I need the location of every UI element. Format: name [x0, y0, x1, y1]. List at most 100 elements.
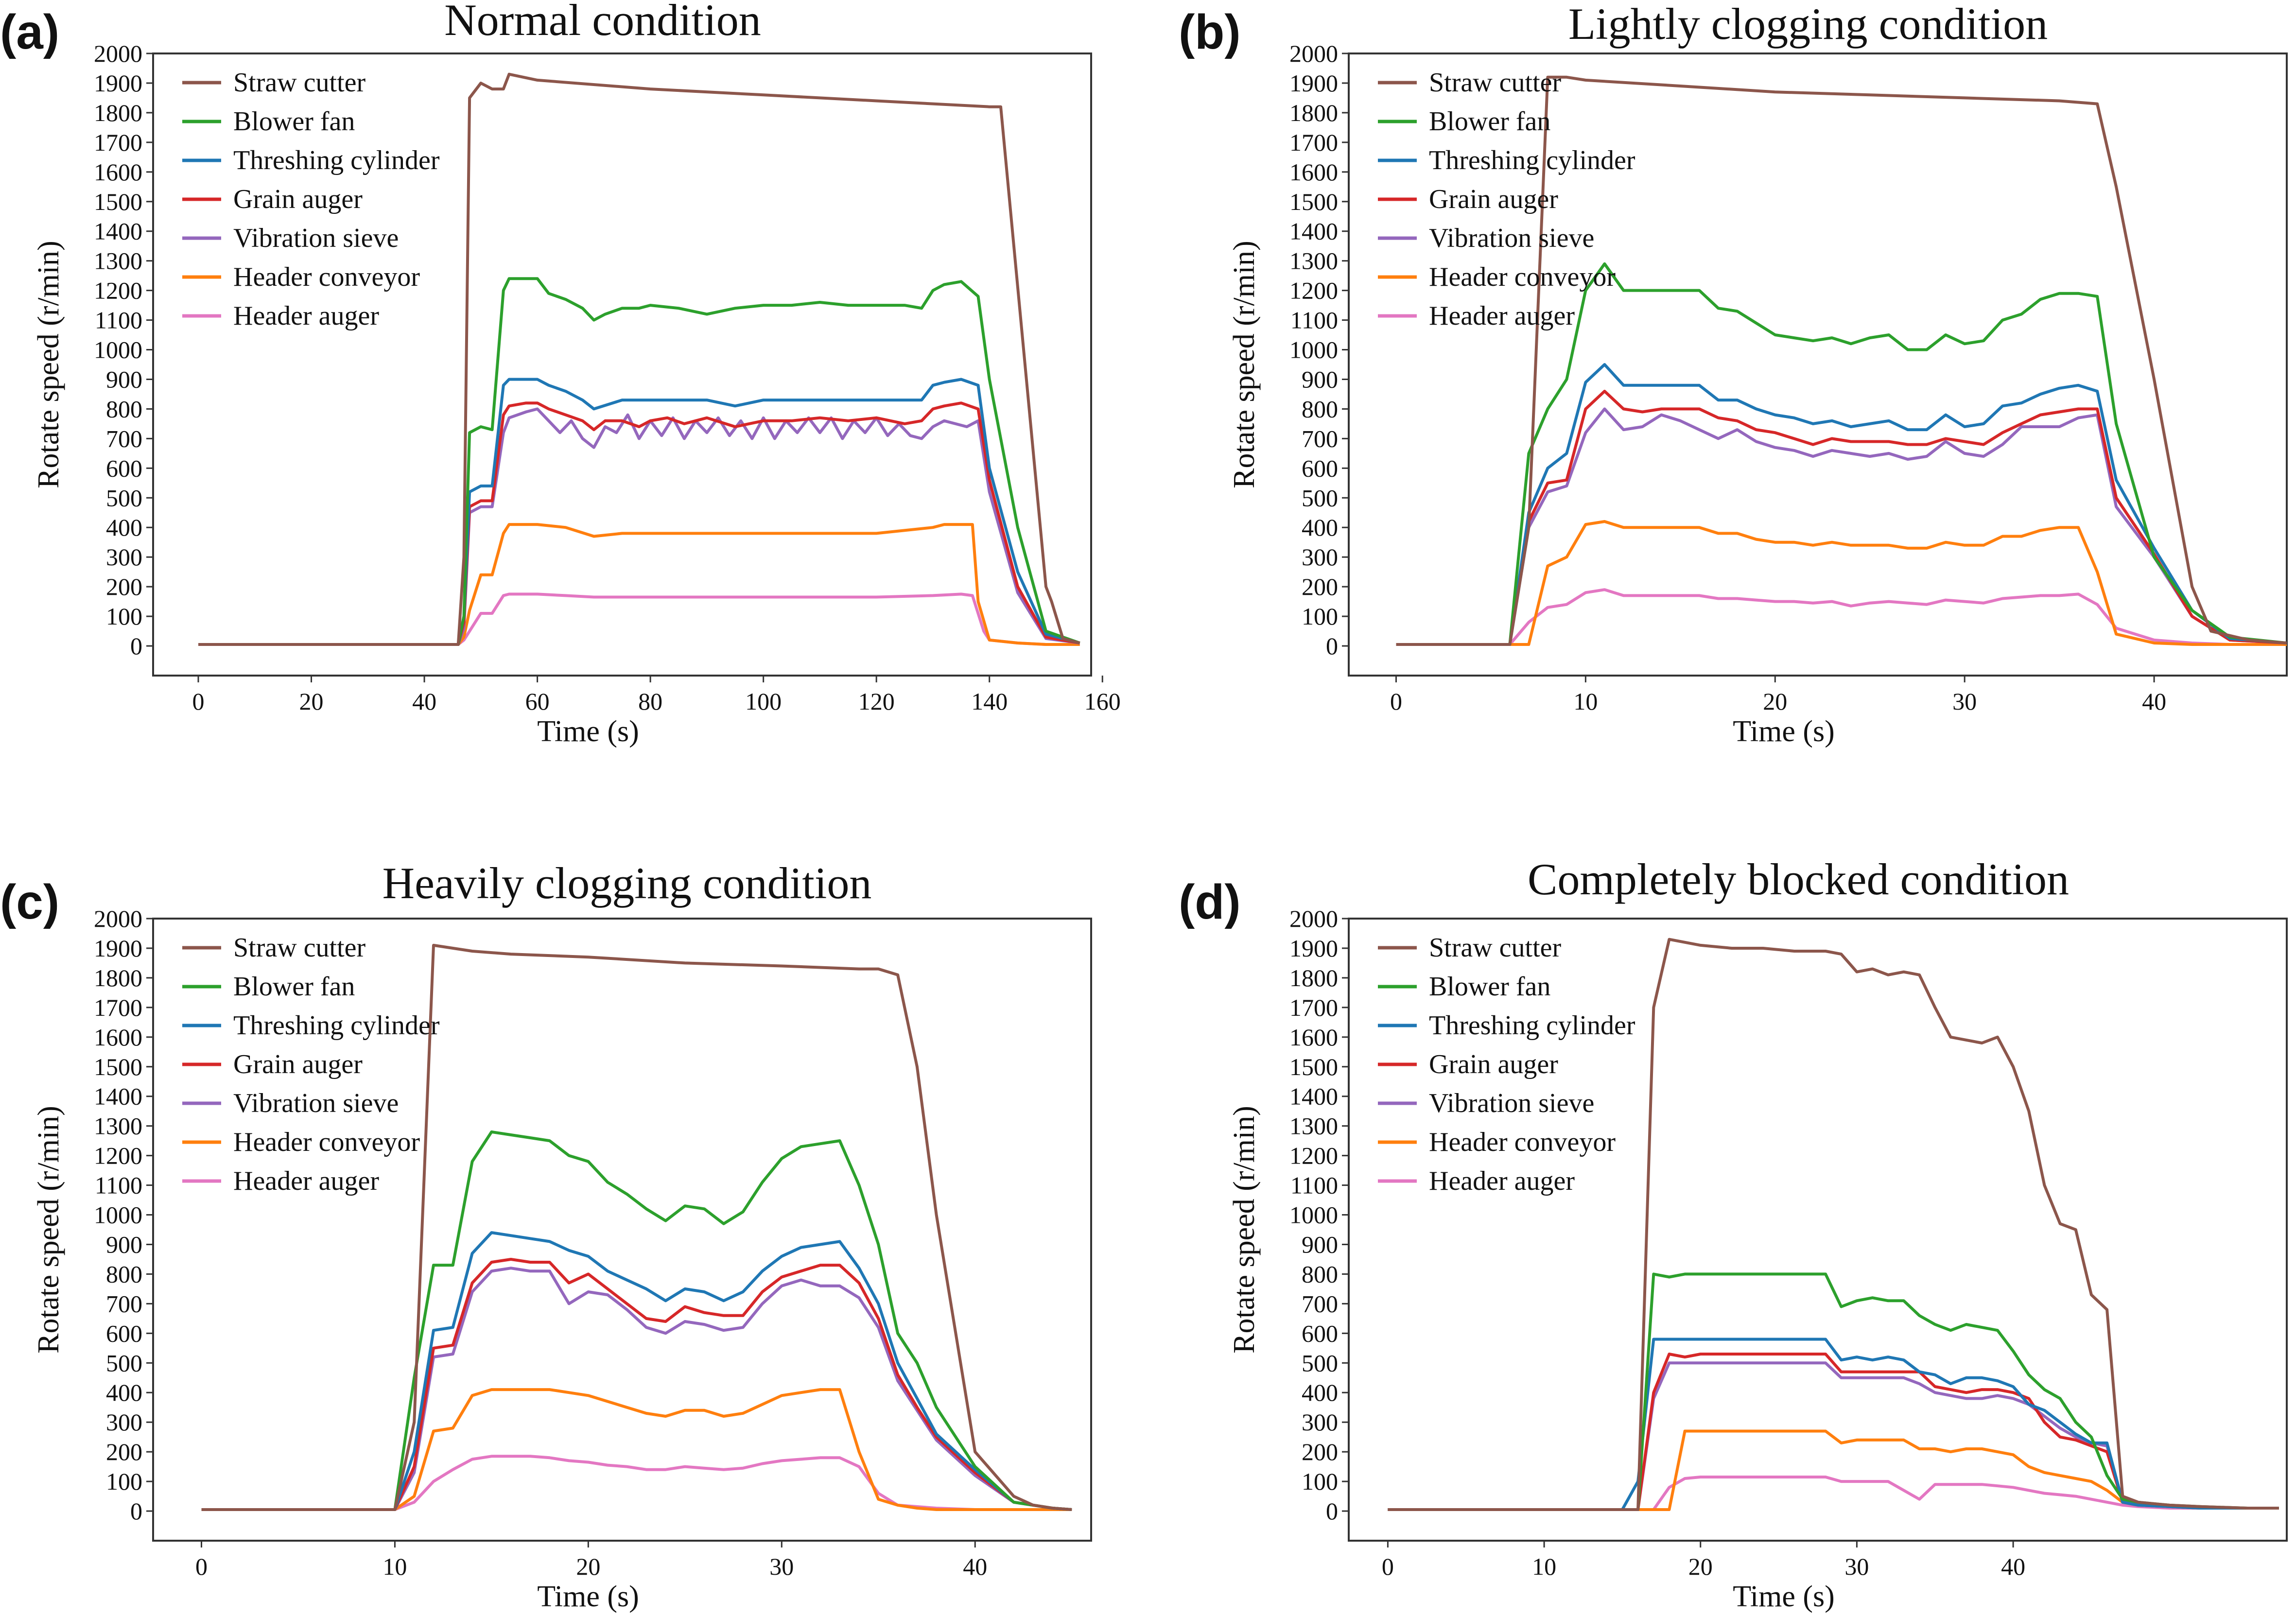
chart-title: Heavily clogging condition [383, 858, 872, 908]
series-line-straw-cutter [201, 943, 1072, 1511]
y-axis-label: Rotate speed (r/min) [1228, 1106, 1261, 1354]
chart-panel-a: (a) Normal condition010020030040050060070… [0, 0, 1121, 748]
y-tick-label: 1600 [94, 158, 142, 186]
y-tick-label: 1600 [1289, 158, 1338, 186]
y-tick-label: 1000 [94, 1201, 142, 1229]
x-tick-label: 40 [963, 1553, 987, 1580]
y-tick-label: 1400 [1289, 218, 1338, 245]
series-line-straw-cutter [198, 72, 1080, 646]
x-tick-label: 0 [192, 688, 205, 715]
legend-entry: Header conveyor [1429, 262, 1616, 292]
y-axis-label: Rotate speed (r/min) [32, 1106, 65, 1354]
legend-entry: Straw cutter [1429, 933, 1561, 963]
x-tick-label: 10 [1532, 1553, 1556, 1580]
y-tick-label: 700 [1302, 425, 1338, 452]
legend-entry: Threshing cylinder [233, 1010, 440, 1041]
y-tick-label: 800 [106, 395, 142, 422]
y-tick-label: 200 [106, 573, 142, 600]
legend-entry: Blower fan [233, 972, 355, 1002]
legend-entry: Header conveyor [233, 262, 420, 292]
y-tick-label: 1900 [1289, 935, 1338, 962]
y-tick-label: 1900 [94, 70, 142, 97]
y-tick-label: 900 [106, 1231, 142, 1258]
legend-entry: Grain auger [233, 1049, 363, 1079]
plot-frame [152, 52, 1092, 677]
y-tick-label: 100 [1302, 1468, 1338, 1495]
chart-panel-d: (d) Completely blocked condition010020030… [1179, 854, 2288, 1613]
panel-label: (c) [0, 875, 59, 929]
legend-entry: Blower fan [1429, 972, 1550, 1002]
y-tick-label: 1500 [1289, 1053, 1338, 1080]
legend-entry: Straw cutter [233, 68, 365, 98]
legend-entry: Vibration sieve [233, 1088, 399, 1118]
y-tick-label: 500 [1302, 1349, 1338, 1376]
series-line-header-conveyor [198, 523, 1080, 646]
y-tick-label: 400 [1302, 514, 1338, 541]
series-line-grain-auger [198, 401, 1080, 646]
y-tick-label: 1500 [94, 1053, 142, 1080]
y-tick-label: 1900 [1289, 70, 1338, 97]
y-tick-label: 1700 [94, 994, 142, 1021]
y-tick-label: 0 [130, 1497, 142, 1525]
series-line-vibration-sieve [1396, 407, 2287, 646]
legend-entry: Blower fan [1429, 106, 1550, 137]
y-tick-label: 1800 [1289, 99, 1338, 126]
legend-entry: Threshing cylinder [1429, 145, 1635, 175]
series-line-blower-fan [201, 1130, 1072, 1511]
series-lines [198, 72, 1080, 646]
panel-label: (d) [1179, 875, 1241, 929]
y-tick-label: 700 [106, 1290, 142, 1317]
legend-entry: Straw cutter [1429, 68, 1561, 98]
x-tick-label: 100 [745, 688, 782, 715]
y-axis-label: Rotate speed (r/min) [32, 241, 65, 488]
x-axis-label: Time (s) [537, 1580, 639, 1613]
legend-entry: Grain auger [233, 184, 363, 214]
series-line-header-auger [198, 592, 1080, 646]
y-tick-label: 1200 [94, 277, 142, 304]
y-tick-label: 500 [106, 484, 142, 511]
series-line-threshing-cylinder [1396, 363, 2287, 646]
x-tick-label: 30 [1952, 688, 1977, 715]
y-tick-label: 300 [106, 1408, 142, 1436]
x-tick-label: 20 [1763, 688, 1787, 715]
x-tick-label: 10 [1573, 688, 1598, 715]
y-tick-label: 1300 [94, 1113, 142, 1140]
x-tick-label: 80 [638, 688, 662, 715]
x-tick-label: 20 [1688, 1553, 1713, 1580]
y-tick-label: 0 [1326, 632, 1338, 660]
y-tick-label: 1600 [94, 1024, 142, 1051]
legend-entry: Blower fan [233, 106, 355, 137]
y-tick-label: 300 [1302, 1408, 1338, 1436]
y-tick-label: 1000 [94, 336, 142, 364]
y-tick-label: 900 [1302, 365, 1338, 393]
y-tick-label: 200 [106, 1438, 142, 1465]
y-tick-label: 1800 [94, 964, 142, 991]
legend-entry: Header auger [1429, 1166, 1575, 1196]
series-line-vibration-sieve [201, 1267, 1072, 1511]
x-axis-label: Time (s) [1733, 715, 1835, 748]
x-axis-label: Time (s) [1733, 1580, 1835, 1613]
y-tick-label: 100 [106, 603, 142, 630]
y-tick-label: 1700 [94, 129, 142, 156]
x-tick-label: 0 [195, 1553, 208, 1580]
series-lines [1396, 75, 2287, 646]
y-tick-label: 2000 [94, 40, 142, 67]
y-tick-label: 1500 [94, 188, 142, 215]
legend-entry: Threshing cylinder [1429, 1010, 1635, 1041]
y-tick-label: 1400 [1289, 1083, 1338, 1110]
y-tick-label: 0 [1326, 1497, 1338, 1525]
y-tick-label: 1100 [95, 1172, 142, 1199]
y-axis-label: Rotate speed (r/min) [1228, 241, 1261, 488]
x-tick-label: 20 [576, 1553, 600, 1580]
series-lines [201, 943, 1072, 1511]
y-tick-label: 600 [106, 454, 142, 482]
x-tick-label: 60 [525, 688, 550, 715]
y-tick-label: 2000 [1289, 40, 1338, 67]
y-tick-label: 500 [106, 1349, 142, 1376]
y-tick-label: 1100 [1290, 1172, 1338, 1199]
y-tick-label: 1400 [94, 218, 142, 245]
legend-entry: Straw cutter [233, 933, 365, 963]
chart-panel-b: (b) Lightly clogging condition01002003004… [1179, 0, 2288, 748]
legend-entry: Header auger [233, 301, 379, 331]
y-tick-label: 200 [1302, 573, 1338, 600]
